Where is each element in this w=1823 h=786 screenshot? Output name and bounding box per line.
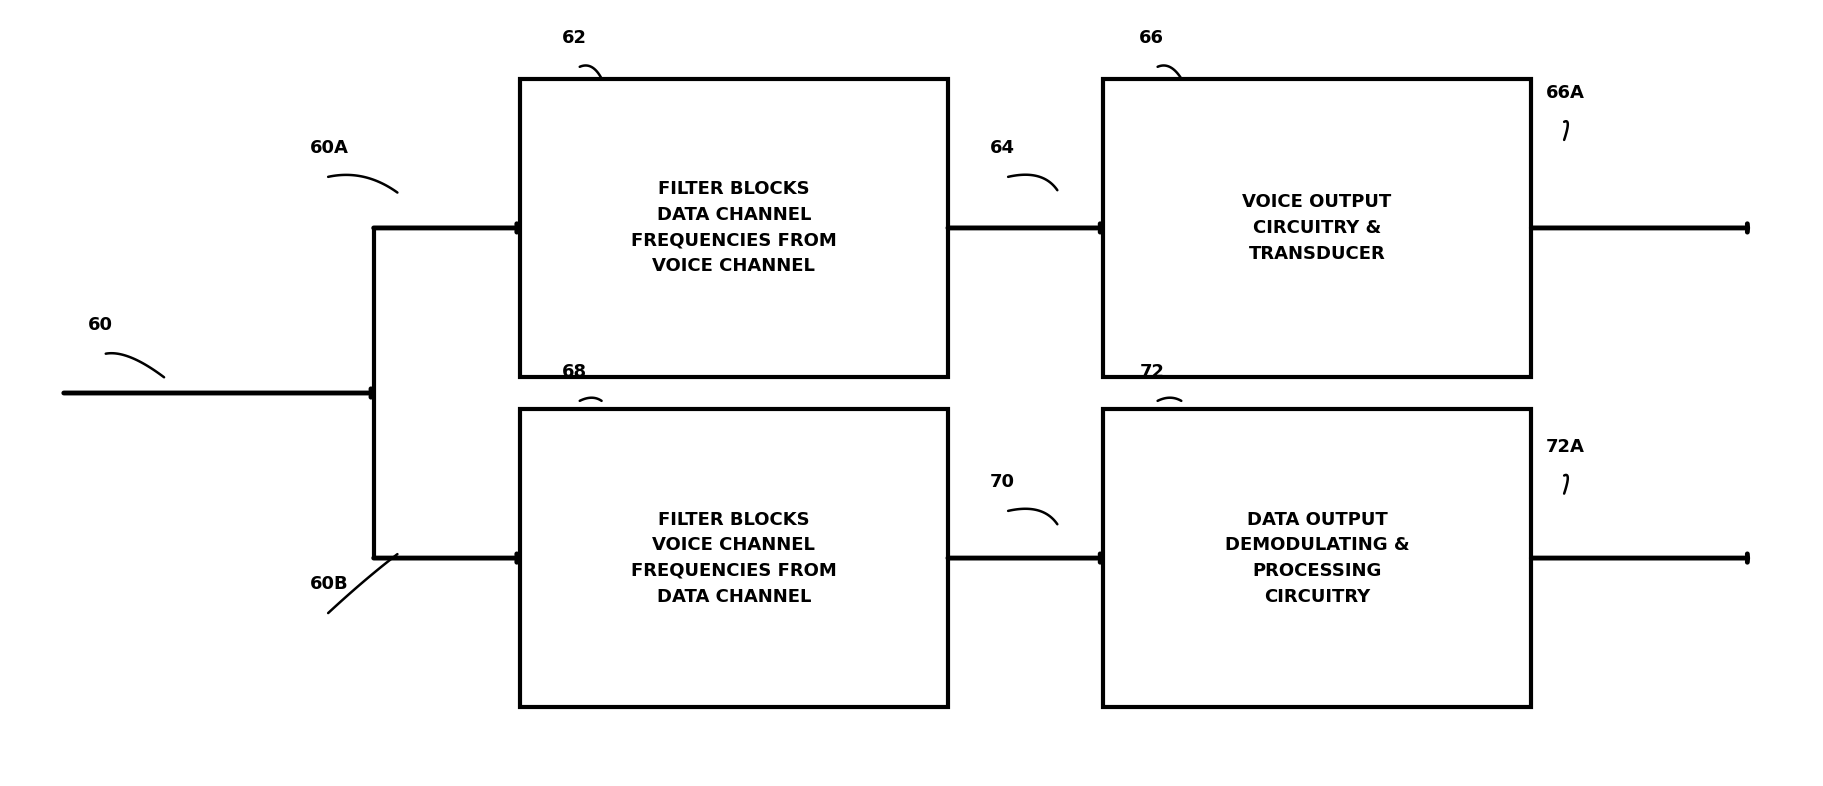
Bar (520, 409, 948, 707)
Text: 72A: 72A (1546, 438, 1584, 456)
Text: FILTER BLOCKS
VOICE CHANNEL
FREQUENCIES FROM
DATA CHANNEL: FILTER BLOCKS VOICE CHANNEL FREQUENCIES … (631, 511, 837, 605)
Text: 70: 70 (990, 473, 1015, 491)
Text: FILTER BLOCKS
DATA CHANNEL
FREQUENCIES FROM
VOICE CHANNEL: FILTER BLOCKS DATA CHANNEL FREQUENCIES F… (631, 181, 837, 275)
Text: 66: 66 (1139, 29, 1165, 47)
Text: 72: 72 (1139, 363, 1165, 381)
Bar (1103, 79, 1531, 377)
Text: 60A: 60A (310, 139, 348, 157)
Text: 68: 68 (561, 363, 587, 381)
Text: 60B: 60B (310, 575, 348, 593)
Text: 64: 64 (990, 139, 1015, 157)
Text: 60: 60 (88, 316, 113, 334)
Text: VOICE OUTPUT
CIRCUITRY &
TRANSDUCER: VOICE OUTPUT CIRCUITRY & TRANSDUCER (1243, 193, 1391, 263)
Bar (1103, 409, 1531, 707)
Text: 62: 62 (561, 29, 587, 47)
Text: DATA OUTPUT
DEMODULATING &
PROCESSING
CIRCUITRY: DATA OUTPUT DEMODULATING & PROCESSING CI… (1225, 511, 1409, 605)
Text: 66A: 66A (1546, 84, 1584, 102)
Bar (520, 79, 948, 377)
